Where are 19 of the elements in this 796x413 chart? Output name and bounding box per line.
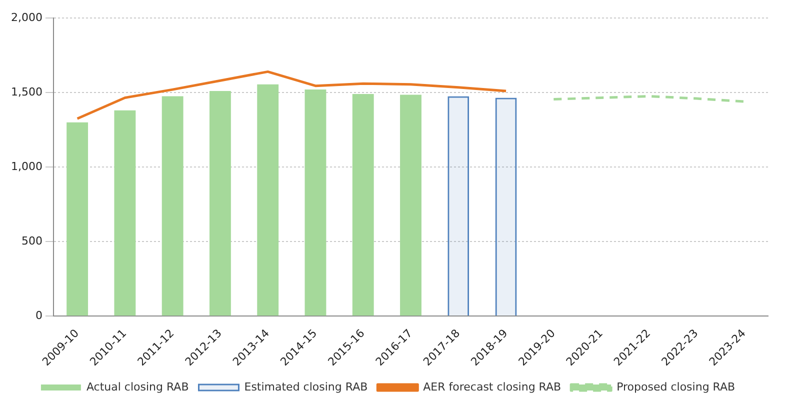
bar (162, 96, 184, 316)
y-tick-label: 0 (35, 309, 42, 322)
y-tick-label: 1,000 (10, 160, 42, 173)
bar (66, 122, 88, 316)
bar (400, 94, 422, 316)
legend-label: Actual closing RAB (86, 380, 189, 394)
y-tick-label: 1,500 (10, 85, 42, 98)
bar (257, 84, 279, 316)
legend-label: AER forecast closing RAB (423, 380, 562, 394)
bar (495, 98, 517, 316)
y-tick-label: 500 (21, 234, 42, 248)
y-tick-label: 2,000 (10, 10, 42, 24)
legend-label: Estimated closing RAB (244, 380, 368, 394)
bar (114, 110, 136, 316)
bar (209, 91, 231, 316)
legend-label: Proposed closing RAB (616, 380, 736, 394)
bar (352, 94, 374, 316)
bar (448, 96, 470, 316)
bar (304, 90, 326, 316)
